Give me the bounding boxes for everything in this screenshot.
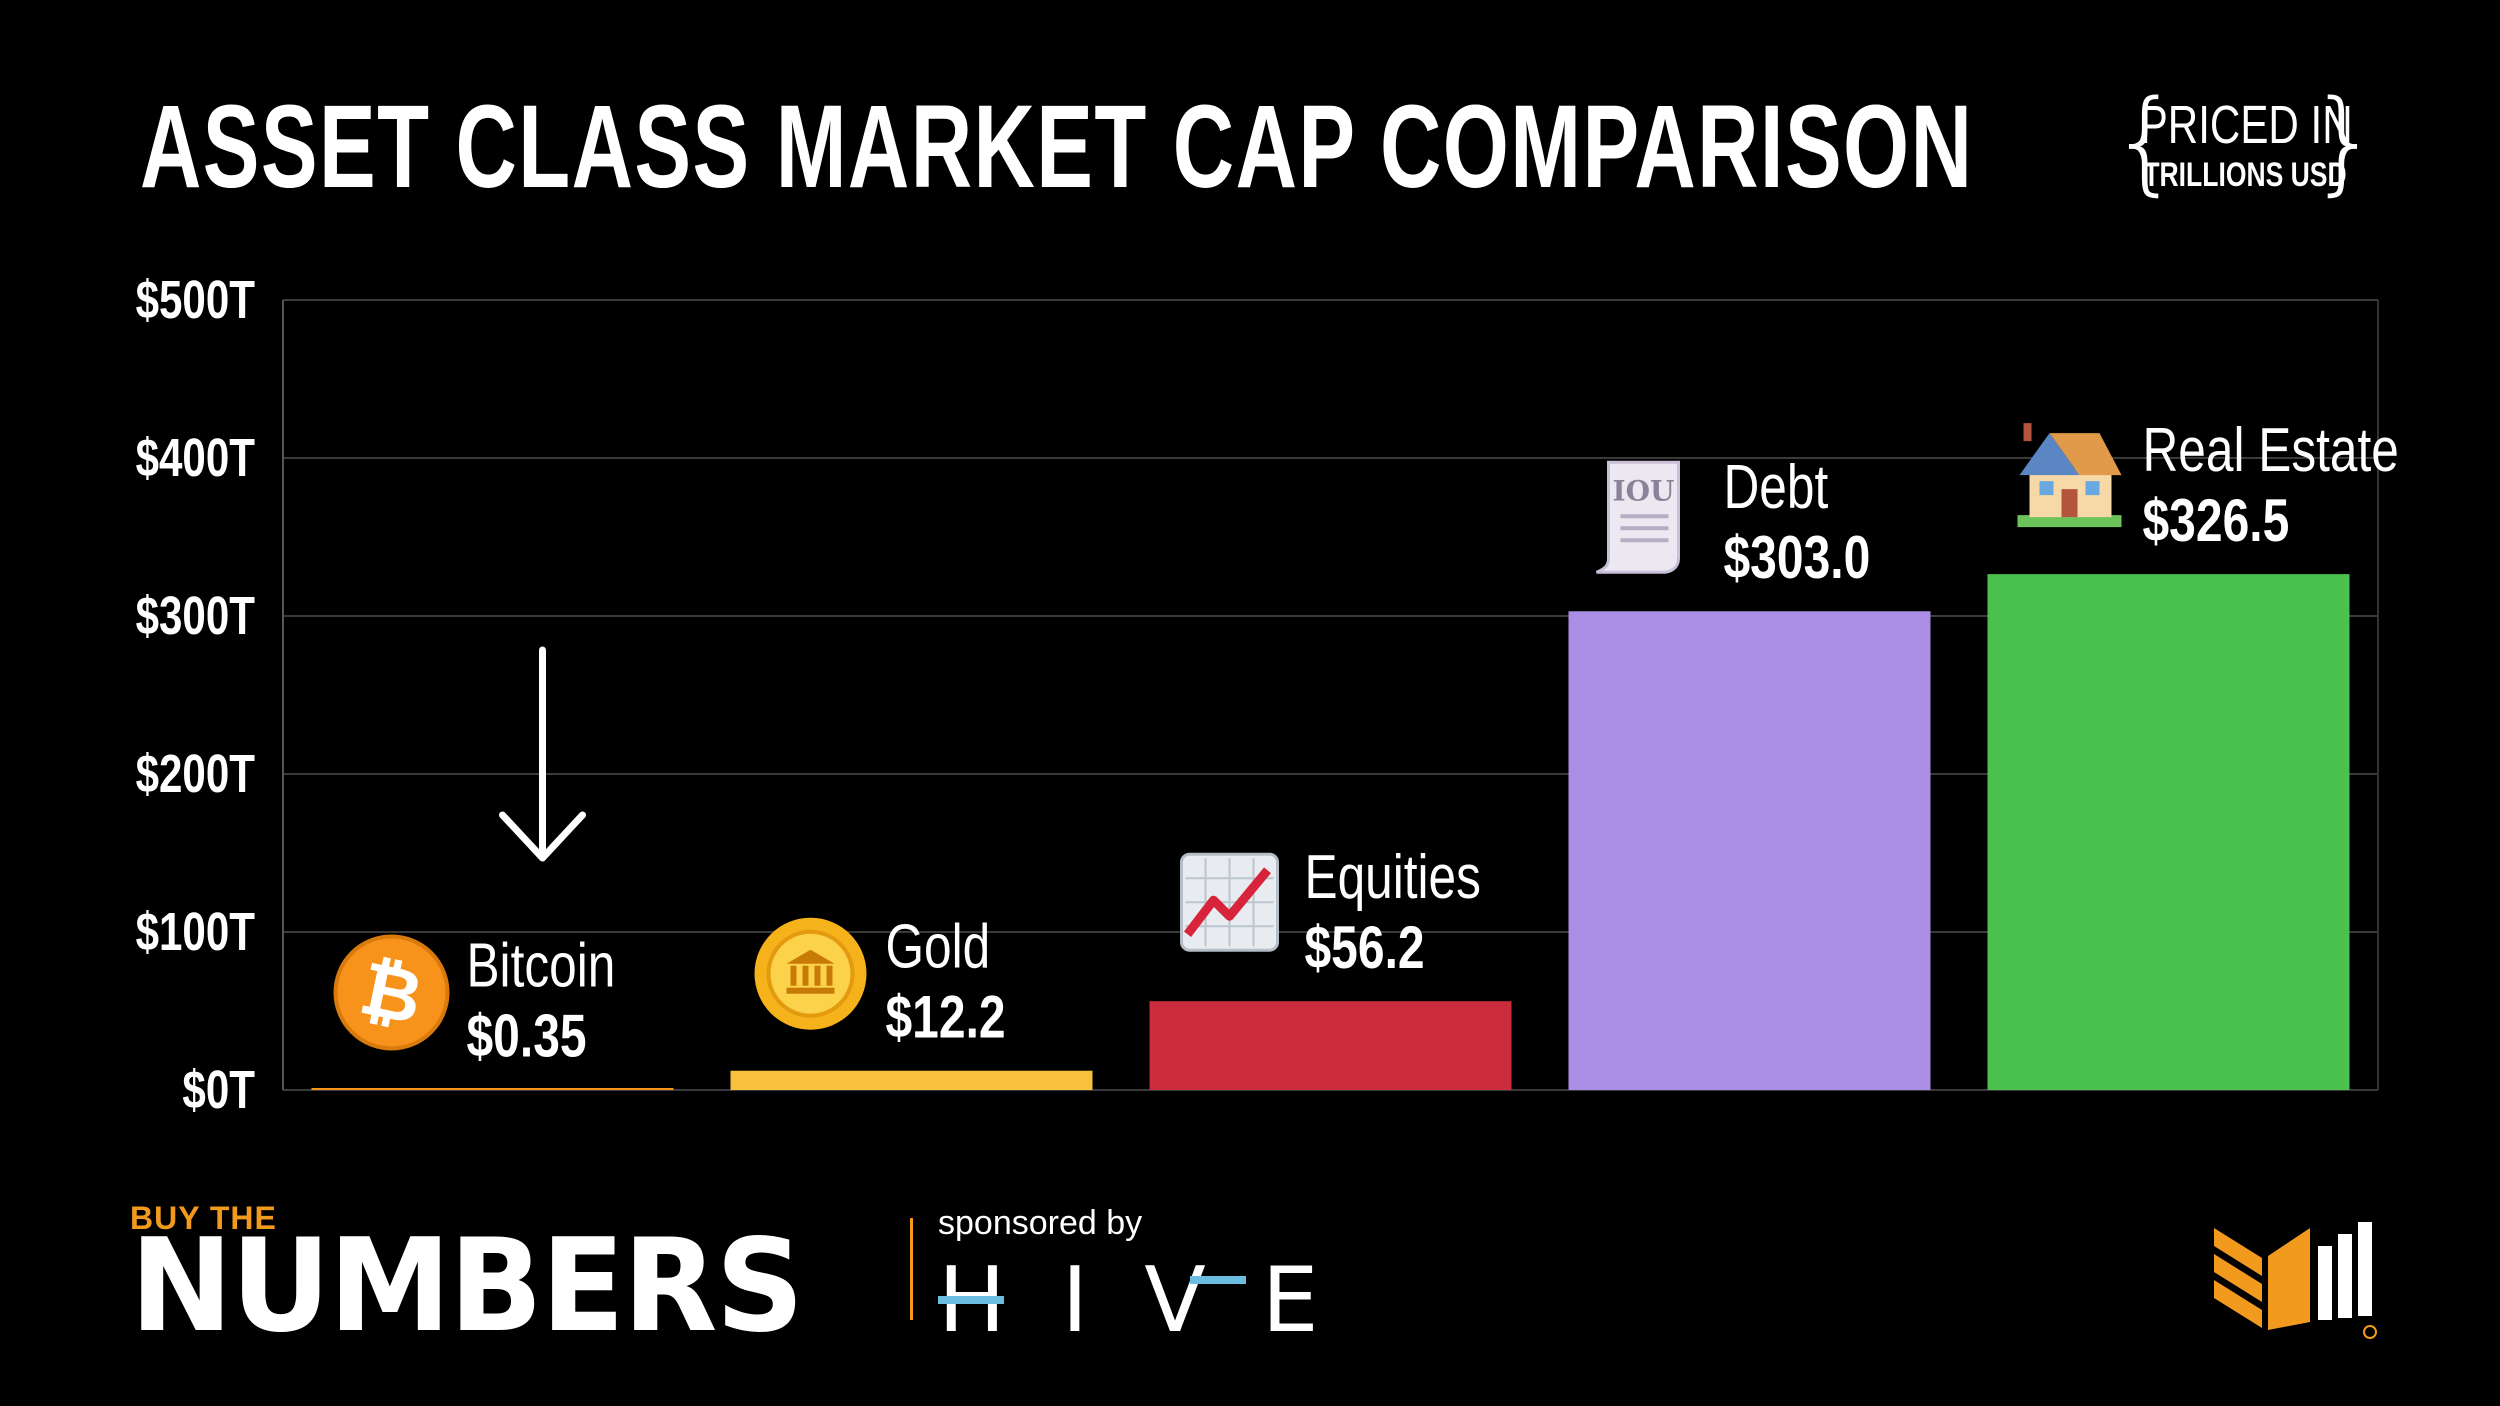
annotation-arrow-head bbox=[499, 811, 586, 862]
house-icon bbox=[2017, 423, 2122, 528]
category-label: Gold bbox=[886, 911, 991, 981]
sponsored-by-text: sponsored by bbox=[938, 1204, 1143, 1242]
y-tick-label: $500T bbox=[136, 270, 256, 330]
unit-note: { } PRICED IN TRILLIONS USD bbox=[2110, 77, 2380, 207]
title-row: ASSET CLASS MARKET CAP COMPARISON bbox=[140, 72, 2500, 222]
y-tick-label: $300T bbox=[136, 586, 256, 646]
bar-real-estate bbox=[1987, 574, 2350, 1090]
brand-logo-icon bbox=[2214, 1222, 2377, 1339]
bar-equities bbox=[1149, 1001, 1512, 1090]
bitcoin-coin-icon: ₿ bbox=[333, 934, 450, 1051]
y-tick-label: $400T bbox=[136, 428, 256, 488]
value-label: $303.0 bbox=[1724, 524, 1871, 591]
value-label: $326.5 bbox=[2143, 487, 2290, 554]
category-label: Real Estate bbox=[2143, 415, 2399, 485]
brand-line2: NUMBERS bbox=[130, 1212, 804, 1361]
hive-accent-right bbox=[1190, 1276, 1246, 1284]
y-tick-label: $0T bbox=[182, 1060, 255, 1120]
value-label: $12.2 bbox=[886, 984, 1006, 1051]
category-label: Bitcoin bbox=[467, 930, 616, 1000]
gold-bank-coin-icon bbox=[754, 917, 867, 1030]
value-label: $0.35 bbox=[467, 1002, 587, 1069]
bar-debt bbox=[1568, 611, 1931, 1090]
unit-note-line2: TRILLIONS USD bbox=[2143, 156, 2347, 194]
footer-divider bbox=[910, 1218, 913, 1320]
bar-bitcoin bbox=[311, 1088, 674, 1090]
y-tick-label: $100T bbox=[136, 902, 256, 962]
left-brace: { bbox=[2110, 77, 2182, 207]
brand-line1: BUY THE bbox=[130, 1200, 277, 1236]
svg-text:IOU: IOU bbox=[1613, 474, 1675, 507]
chart-title: ASSET CLASS MARKET CAP COMPARISON bbox=[140, 81, 1974, 213]
hive-accent-left bbox=[938, 1296, 1004, 1304]
category-label: Debt bbox=[1724, 452, 1829, 522]
right-brace: } bbox=[2308, 77, 2380, 207]
bar-gold bbox=[730, 1070, 1093, 1090]
chart-increasing-icon bbox=[1180, 852, 1279, 952]
value-label: $56.2 bbox=[1305, 914, 1425, 981]
category-label: Equities bbox=[1305, 842, 1481, 912]
iou-receipt-icon: IOU bbox=[1595, 460, 1680, 574]
unit-note-line1: PRICED IN bbox=[2139, 95, 2353, 155]
y-tick-label: $200T bbox=[136, 744, 256, 804]
